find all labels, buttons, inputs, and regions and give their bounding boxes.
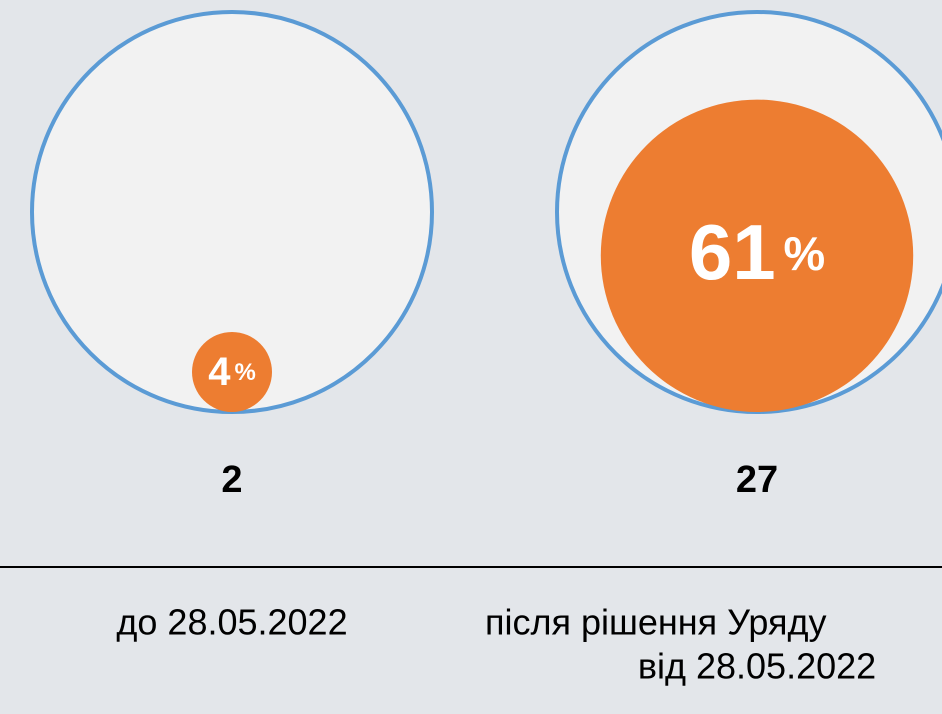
- share-unit: %: [784, 228, 826, 280]
- category-label: до 28.05.2022: [116, 602, 347, 643]
- share-value: 4: [208, 350, 231, 394]
- share-circle: [192, 332, 272, 412]
- count-label: 27: [736, 459, 778, 501]
- category-label: після рішення Уряду: [485, 602, 827, 643]
- share-label: 4%: [208, 350, 256, 394]
- category-label: від 28.05.2022: [638, 646, 876, 687]
- count-label: 2: [221, 459, 242, 501]
- share-circle: [600, 99, 914, 412]
- share-label: 61%: [689, 207, 825, 295]
- share-unit: %: [234, 359, 255, 386]
- share-value: 61: [689, 207, 776, 295]
